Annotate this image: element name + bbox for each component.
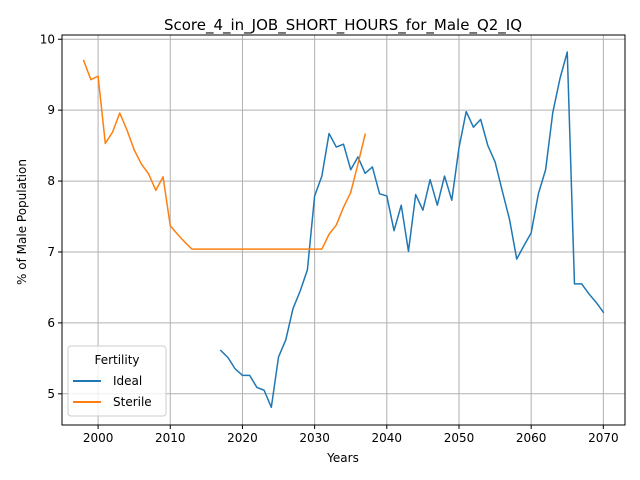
x-tick-label: 2020 — [227, 431, 258, 445]
x-axis-label: Years — [326, 451, 359, 465]
y-tick-label: 5 — [47, 387, 55, 401]
x-tick-label: 2040 — [372, 431, 403, 445]
series-line-ideal — [219, 51, 605, 409]
x-tick-label: 2000 — [83, 431, 114, 445]
legend-label-ideal: Ideal — [113, 374, 142, 388]
x-tick-label: 2030 — [299, 431, 330, 445]
y-tick-label: 9 — [47, 103, 55, 117]
y-tick-label: 6 — [47, 316, 55, 330]
legend-title: Fertility — [94, 353, 139, 367]
series-line-sterile — [82, 59, 367, 250]
x-tick-label: 2060 — [516, 431, 547, 445]
x-tick-label: 2050 — [444, 431, 475, 445]
plot-frame — [61, 34, 626, 426]
legend: Fertility Ideal Sterile — [67, 345, 167, 417]
y-tick-label: 10 — [40, 32, 55, 46]
y-tick-label: 8 — [47, 174, 55, 188]
axis-ticks: 2000 2010 2020 2030 2040 2050 2060 2070 5 6 7 8 9 10 — [40, 32, 619, 445]
y-tick-label: 7 — [47, 245, 55, 259]
legend-label-sterile: Sterile — [113, 395, 152, 409]
x-tick-label: 2070 — [588, 431, 619, 445]
series-lines — [82, 51, 605, 409]
y-axis-label: % of Male Population — [15, 159, 29, 285]
x-tick-label: 2010 — [155, 431, 186, 445]
chart-title: Score_4_in_JOB_SHORT_HOURS_for_Male_Q2_I… — [164, 16, 522, 35]
legend-frame — [67, 345, 167, 417]
